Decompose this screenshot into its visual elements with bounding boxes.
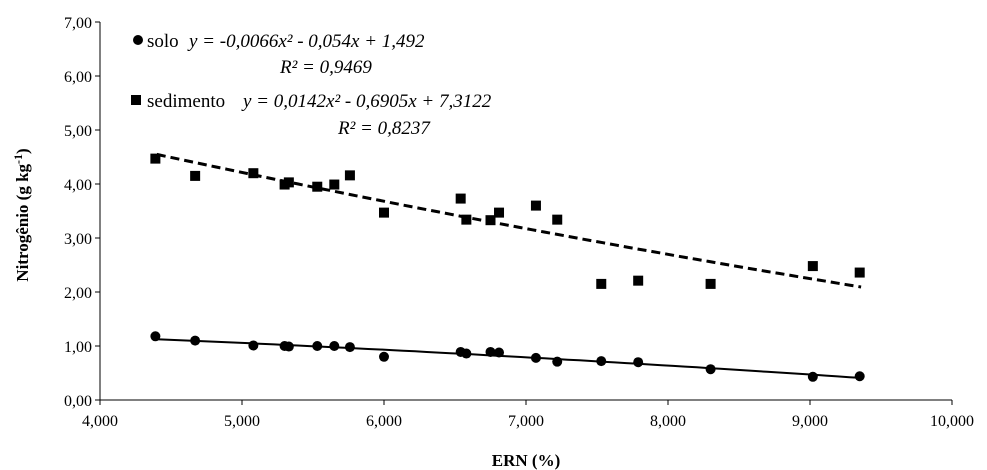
point-solo — [552, 356, 563, 367]
legend-marker-sedimento — [131, 95, 141, 105]
x-tick-label: 6,000 — [366, 413, 402, 430]
trendline-solo — [156, 338, 862, 379]
point-sedimento — [150, 153, 161, 164]
point-solo — [150, 331, 161, 342]
point-solo — [854, 371, 865, 382]
point-solo — [530, 352, 541, 363]
point-solo — [494, 347, 505, 358]
point-sedimento — [494, 207, 505, 218]
trendlines — [156, 152, 862, 379]
x-tick-label: 8,000 — [650, 413, 686, 430]
x-tick-label: 7,000 — [508, 413, 544, 430]
legend-entry-solo: solo y = -0,0066x² - 0,054x + 1,492 R² =… — [133, 31, 425, 78]
point-solo — [248, 340, 259, 351]
point-solo — [485, 346, 496, 357]
legend-label-sedimento: sedimento — [147, 91, 225, 112]
y-tick-label: 6,00 — [64, 69, 92, 86]
x-tick-label: 5,000 — [224, 413, 260, 430]
x-tick-label: 9,000 — [792, 413, 828, 430]
y-tick-label: 2,00 — [64, 285, 92, 302]
x-tick-label: 4,000 — [82, 413, 118, 430]
point-sedimento — [248, 168, 259, 179]
y-tick-label: 3,00 — [64, 231, 92, 248]
point-solo — [190, 335, 201, 346]
point-sedimento — [633, 275, 644, 286]
trendline-sedimento — [156, 152, 862, 289]
point-sedimento — [344, 170, 355, 181]
y-ticks: 0,00 1,00 2,00 3,00 4,00 5,00 6,00 7,00 — [64, 15, 100, 410]
y-axis-title: Nitrogênio (g kg-1) — [11, 148, 32, 281]
point-solo — [344, 342, 355, 353]
point-solo — [461, 348, 472, 359]
y-tick-label: 0,00 — [64, 393, 92, 410]
y-tick-label: 1,00 — [64, 339, 92, 356]
point-sedimento — [807, 261, 818, 272]
point-sedimento — [379, 207, 389, 218]
y-axis-title-main: Nitrogênio (g kg — [13, 163, 32, 281]
point-sedimento — [461, 214, 472, 225]
point-sedimento — [596, 278, 607, 289]
point-solo — [596, 356, 607, 367]
y-axis-title-close: ) — [13, 148, 32, 154]
equation-solo: y = -0,0066x² - 0,054x + 1,492 — [187, 31, 425, 52]
y-tick-label: 5,00 — [64, 123, 92, 140]
r2-sedimento: R² = 0,8237 — [337, 118, 431, 139]
point-sedimento — [329, 179, 340, 190]
point-sedimento — [190, 170, 201, 181]
legend-entry-sedimento: sedimento y = 0,0142x² - 0,6905x + 7,312… — [131, 91, 492, 139]
x-tick-label: 10,000 — [930, 413, 974, 430]
point-solo — [633, 357, 644, 368]
point-solo — [705, 364, 716, 375]
point-sedimento — [312, 181, 323, 192]
y-tick-label: 4,00 — [64, 177, 92, 194]
point-solo — [283, 341, 294, 352]
point-sedimento — [455, 193, 466, 204]
point-sedimento — [530, 200, 541, 211]
equation-sedimento: y = 0,0142x² - 0,6905x + 7,3122 — [241, 91, 492, 112]
legend-label-solo: solo — [147, 31, 179, 52]
points — [150, 153, 865, 382]
x-ticks: 4,000 5,000 6,000 7,000 8,000 9,000 10,000 — [82, 400, 974, 430]
y-tick-label: 7,00 — [64, 15, 92, 32]
r2-solo: R² = 0,9469 — [279, 57, 372, 78]
point-sedimento — [705, 278, 716, 289]
point-sedimento — [552, 214, 563, 225]
legend: solo y = -0,0066x² - 0,054x + 1,492 R² =… — [131, 31, 492, 139]
y-axis-title-superscript: -1 — [11, 154, 25, 164]
point-sedimento — [854, 267, 865, 278]
point-sedimento — [485, 215, 496, 226]
point-solo — [329, 341, 340, 351]
legend-marker-solo — [133, 35, 143, 45]
point-solo — [312, 341, 323, 351]
x-axis-title: ERN (%) — [492, 451, 560, 470]
point-solo — [379, 351, 389, 362]
point-solo — [807, 371, 818, 382]
point-sedimento — [283, 177, 294, 188]
